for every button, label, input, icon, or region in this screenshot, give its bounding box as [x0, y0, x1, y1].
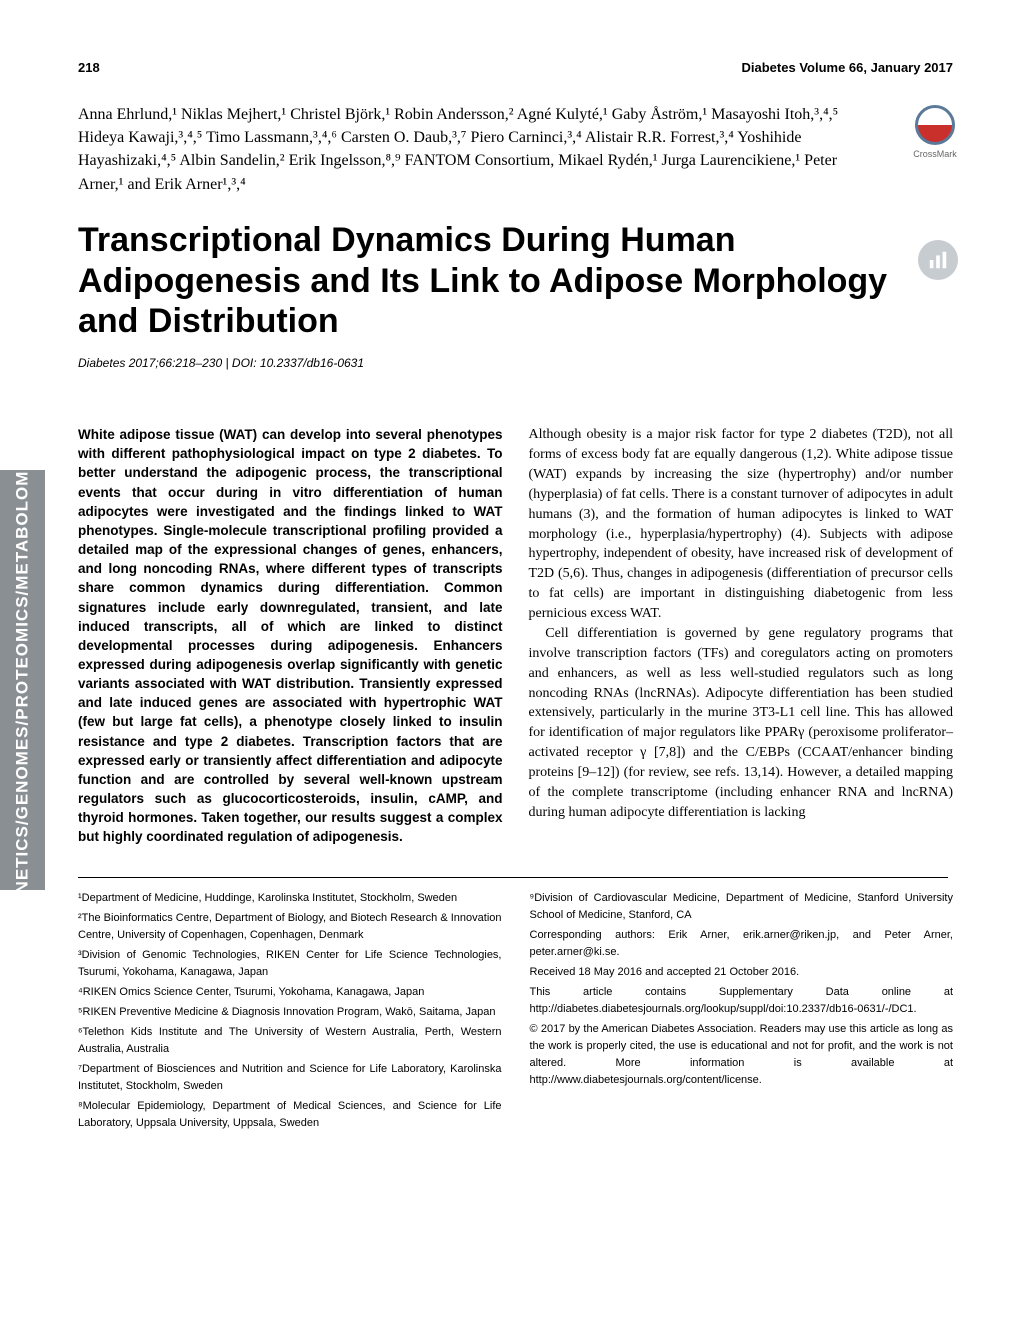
- journal-info: Diabetes Volume 66, January 2017: [742, 60, 953, 75]
- running-header: 218 Diabetes Volume 66, January 2017: [78, 60, 953, 75]
- crossmark-badge[interactable]: CrossMark: [912, 105, 958, 159]
- received-accepted: Received 18 May 2016 and accepted 21 Oct…: [530, 964, 954, 981]
- affiliation-item: ³Division of Genomic Technologies, RIKEN…: [78, 947, 502, 981]
- affiliation-item: ⁶Telethon Kids Institute and The Univers…: [78, 1024, 502, 1058]
- body-paragraph-2: Cell differentiation is governed by gene…: [529, 624, 954, 823]
- section-chart-icon: [918, 240, 958, 280]
- affiliations-block: ¹Department of Medicine, Huddinge, Karol…: [78, 890, 953, 1136]
- affiliation-item: ⁷Department of Biosciences and Nutrition…: [78, 1061, 502, 1095]
- citation-line: Diabetes 2017;66:218–230 | DOI: 10.2337/…: [78, 356, 953, 370]
- copyright-notice: © 2017 by the American Diabetes Associat…: [530, 1021, 954, 1089]
- affiliation-item: ⁹Division of Cardiovascular Medicine, De…: [530, 890, 954, 924]
- section-category-tab: GENETICS/GENOMES/PROTEOMICS/METABOLOMICS: [0, 470, 45, 890]
- article-title: Transcriptional Dynamics During Human Ad…: [78, 220, 953, 342]
- affiliation-item: ²The Bioinformatics Centre, Department o…: [78, 910, 502, 944]
- supplementary-data: This article contains Supplementary Data…: [530, 984, 954, 1018]
- affiliation-item: ⁵RIKEN Preventive Medicine & Diagnosis I…: [78, 1004, 502, 1021]
- affiliations-right: ⁹Division of Cardiovascular Medicine, De…: [530, 890, 954, 1136]
- affiliation-item: ¹Department of Medicine, Huddinge, Karol…: [78, 890, 502, 907]
- corresponding-authors: Corresponding authors: Erik Arner, erik.…: [530, 927, 954, 961]
- crossmark-label: CrossMark: [912, 149, 958, 159]
- body-paragraph-1: Although obesity is a major risk factor …: [529, 425, 954, 624]
- affiliation-item: ⁸Molecular Epidemiology, Department of M…: [78, 1098, 502, 1132]
- affiliation-divider: [78, 877, 948, 878]
- abstract-text: White adipose tissue (WAT) can develop i…: [78, 425, 503, 846]
- affiliation-item: ⁴RIKEN Omics Science Center, Tsurumi, Yo…: [78, 984, 502, 1001]
- crossmark-icon: [915, 105, 955, 145]
- affiliations-left: ¹Department of Medicine, Huddinge, Karol…: [78, 890, 502, 1136]
- author-list: Anna Ehrlund,¹ Niklas Mejhert,¹ Christel…: [78, 103, 848, 196]
- page-number: 218: [78, 60, 100, 75]
